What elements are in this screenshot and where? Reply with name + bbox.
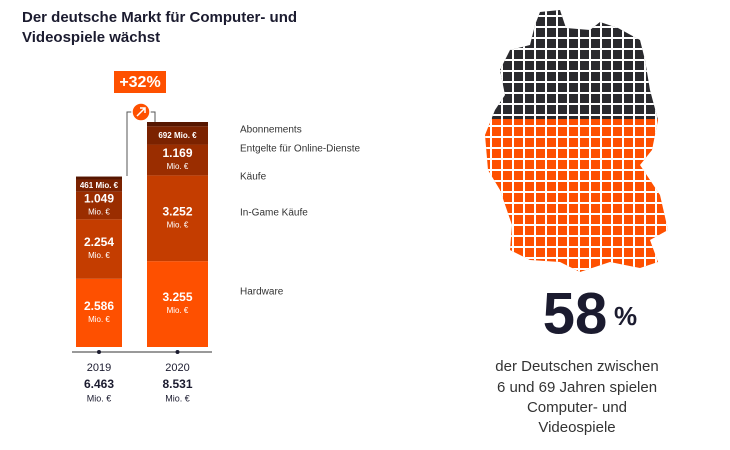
value-label: 2.586	[84, 299, 114, 313]
legend-label: Käufe	[240, 172, 267, 183]
change-label: +32%	[119, 74, 160, 91]
value-unit: Mio. €	[167, 220, 189, 229]
caption-line: 6 und 69 Jahren spielen	[497, 379, 657, 396]
value-label: 3.255	[162, 290, 192, 304]
value-number: 692	[158, 131, 172, 140]
change-badge	[114, 71, 166, 93]
bar-segment	[76, 179, 122, 192]
value-unit: Mio. €	[95, 181, 118, 190]
bar-segment	[147, 261, 208, 347]
caption-line: der Deutschen zwischen	[495, 358, 658, 375]
bar-segment	[76, 278, 122, 347]
value-label: 461 Mio. €	[80, 181, 119, 190]
value-label: 1.049	[84, 192, 114, 206]
value-unit: Mio. €	[167, 162, 189, 171]
value-label: 2.254	[84, 235, 114, 249]
value-unit: Mio. €	[88, 251, 110, 260]
total-label: 8.531	[162, 377, 192, 391]
total-unit: Mio. €	[165, 393, 190, 403]
title-line: Der deutsche Markt für Computer- und	[22, 9, 297, 26]
caption-line: Computer- und	[527, 399, 627, 416]
x-tick-label: 2020	[165, 362, 189, 374]
caption-line: Videospiele	[538, 419, 615, 436]
value-unit: Mio. €	[174, 131, 197, 140]
bar-segment	[147, 144, 208, 176]
value-label: 692 Mio. €	[158, 131, 197, 140]
germany-map	[485, 10, 668, 272]
total-label: 6.463	[84, 377, 114, 391]
value-label: 1.169	[162, 146, 192, 160]
x-tick-label: 2019	[87, 362, 111, 374]
bar-segment	[76, 219, 122, 279]
title-line: Videospiele wächst	[22, 29, 160, 46]
legend-label: Abonnements	[240, 125, 302, 136]
value-label: 3.252	[162, 204, 192, 218]
value-unit: Mio. €	[167, 306, 189, 315]
axis-dot	[97, 350, 101, 354]
bar-segment	[147, 126, 208, 145]
bar-segment	[147, 122, 208, 127]
stat-unit: %	[614, 301, 637, 331]
value-unit: Mio. €	[88, 315, 110, 324]
axis-dot	[175, 350, 180, 354]
value-number: 461	[80, 181, 94, 190]
bar-segment	[76, 176, 122, 180]
legend-label: In-Game Käufe	[240, 208, 308, 219]
legend-label: Hardware	[240, 287, 284, 298]
bar-segment	[147, 175, 208, 262]
legend-label: Entgelte für Online-Dienste	[240, 144, 361, 155]
value-unit: Mio. €	[88, 208, 110, 217]
arrow-icon	[136, 107, 146, 117]
total-unit: Mio. €	[87, 393, 112, 403]
stat-value: 58	[543, 281, 608, 346]
bar-segment	[76, 191, 122, 220]
